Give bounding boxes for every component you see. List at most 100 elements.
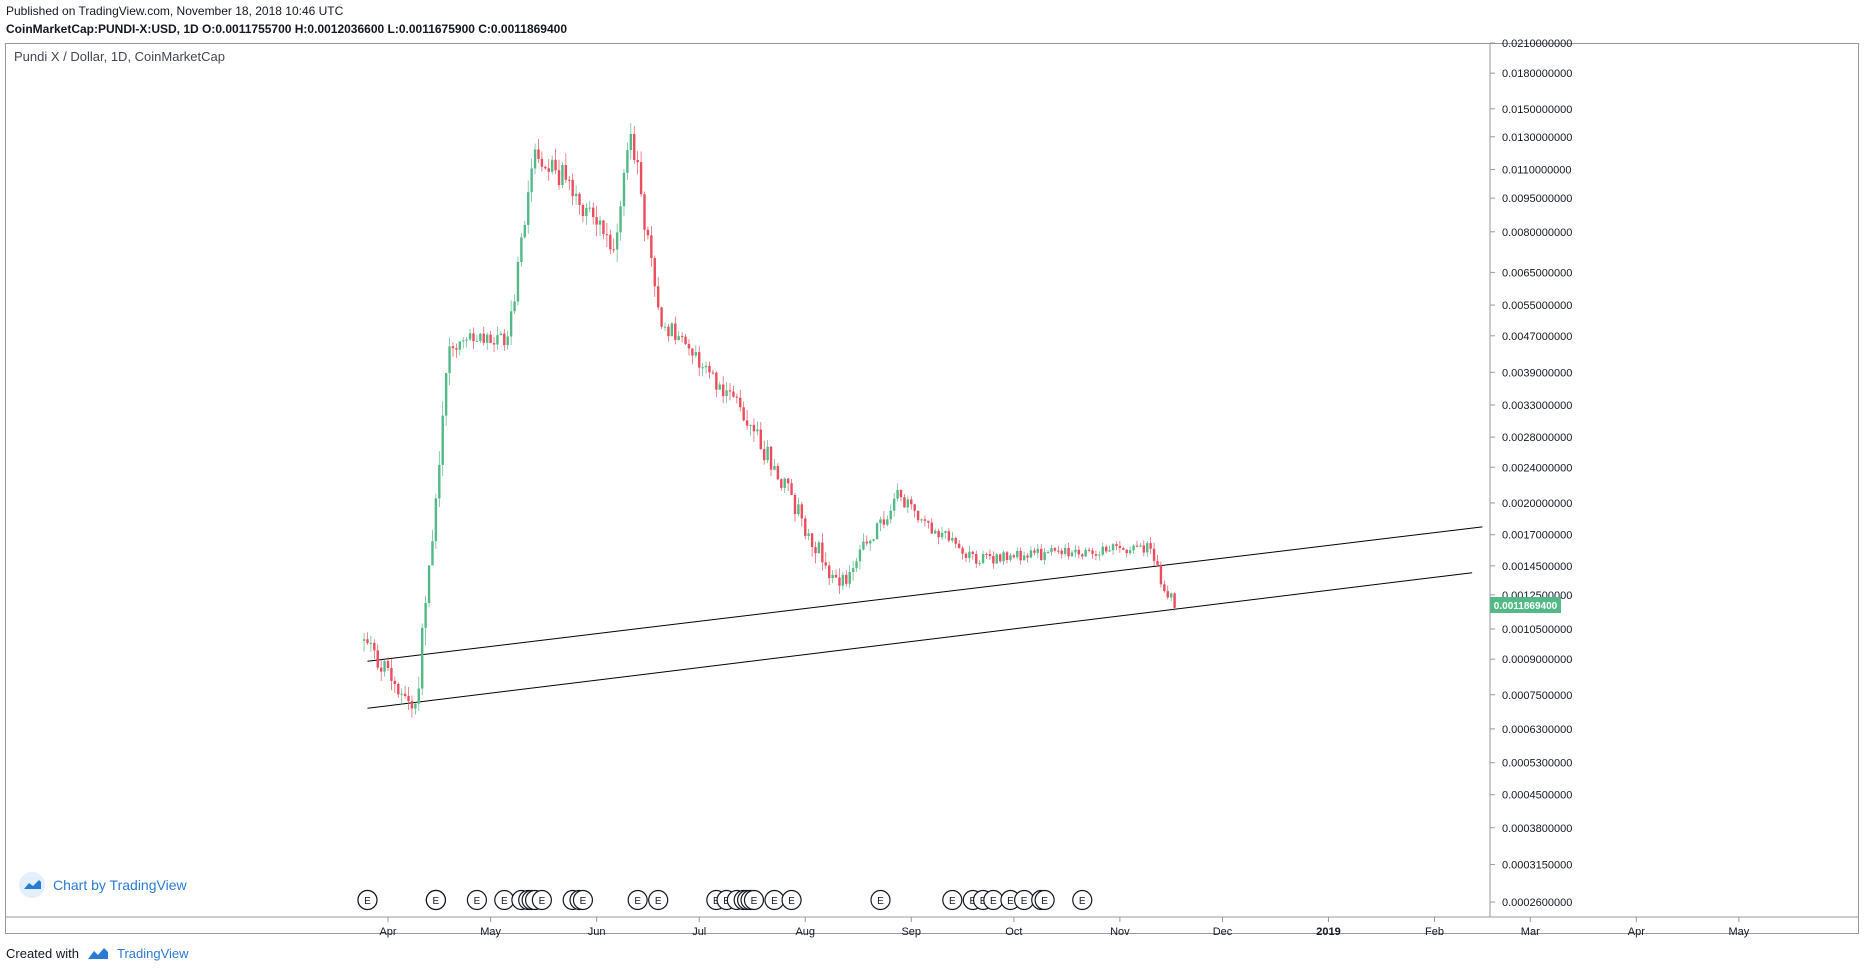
candle-body [462, 340, 465, 342]
candle-body [981, 553, 985, 564]
candle-body [701, 367, 704, 369]
candle-body [745, 420, 749, 426]
price-tick-label: 0.0014500000 [1502, 561, 1572, 573]
candle-body [1016, 550, 1019, 558]
candle-body [934, 530, 937, 534]
candle-body [410, 701, 414, 709]
candle-body [708, 365, 711, 373]
candle-body [653, 258, 656, 287]
candle-body [489, 334, 492, 344]
candle-body [643, 194, 646, 230]
candle-body [1152, 548, 1156, 562]
candle-body [646, 229, 650, 236]
candle-body [1159, 564, 1163, 585]
candle-body [910, 499, 913, 505]
candle-body [619, 206, 622, 233]
candle-body [523, 224, 526, 238]
earnings-event-marker-icon: E [983, 889, 1004, 911]
candle-body [1074, 549, 1077, 553]
candle-body [407, 695, 410, 702]
candle-body [875, 523, 879, 540]
candle-body [400, 693, 403, 695]
price-tick-label: 0.0010500000 [1502, 624, 1572, 636]
candle-body [889, 510, 892, 520]
candle-body [1156, 561, 1159, 565]
candle-body [964, 553, 968, 558]
earnings-event-marker-icon: E [466, 889, 488, 911]
candle-body [639, 162, 643, 195]
earnings-event-marker-icon: E [781, 889, 802, 911]
event-label: E [713, 896, 720, 907]
candle-body [520, 237, 523, 262]
candle-body [1084, 549, 1087, 557]
candle-body [759, 429, 762, 450]
candle-body [1128, 550, 1132, 554]
candle-body [851, 568, 855, 573]
candle-body [1098, 554, 1101, 556]
candle-body [636, 159, 639, 163]
candle-body [1005, 552, 1009, 560]
candle-body [773, 466, 776, 470]
tradingview-brand[interactable]: TradingView [116, 946, 189, 961]
candle-body [383, 661, 386, 672]
candle-body [598, 220, 602, 225]
candle-body [1115, 544, 1118, 546]
event-label: E [788, 896, 795, 907]
candle-body [752, 424, 756, 432]
candle-body [985, 553, 988, 555]
candle-body [509, 311, 513, 337]
candle-body [451, 346, 455, 349]
candle-body [824, 562, 827, 566]
candle-body [492, 343, 496, 345]
price-tick-label: 0.0003800000 [1502, 823, 1572, 835]
earnings-event-marker-icon: E [764, 889, 785, 911]
candle-body [732, 391, 735, 397]
candle-body [694, 352, 697, 356]
candle-body [995, 554, 998, 564]
candle-body [961, 548, 964, 554]
time-axis: Apr May Jun Jul Aug Sep Oct Nov Dec 2019 Feb Mar Apr… [379, 917, 1750, 938]
earnings-event-marker-icon: E [1034, 889, 1055, 911]
candle-body [609, 234, 612, 250]
candle-body [438, 464, 441, 499]
candle-body [390, 668, 393, 681]
candle-body [1077, 549, 1081, 555]
event-label: E [723, 896, 730, 907]
candle-body [735, 396, 739, 398]
candle-body [369, 642, 373, 644]
candle-body [1108, 550, 1111, 552]
candle-body [742, 407, 745, 421]
candle-body [704, 365, 708, 368]
candle-body [1033, 550, 1036, 553]
candle-body [1173, 593, 1176, 608]
candle-body [1166, 591, 1169, 598]
candle-body [362, 639, 366, 641]
candle-body [448, 346, 451, 374]
candle-body [656, 286, 660, 308]
candle-body [1087, 549, 1091, 551]
candle-body [834, 574, 838, 578]
candle-body [968, 551, 971, 558]
last-price-badge [1490, 596, 1561, 613]
trendline [367, 572, 1473, 709]
published-line: Published on TradingView.com, November 1… [6, 4, 344, 18]
candle-body [503, 333, 506, 346]
candle-body [691, 348, 694, 356]
earnings-event-marker-icon: E [425, 889, 446, 911]
price-tick-label: 0.0006300000 [1502, 724, 1572, 736]
candle-body [800, 504, 804, 519]
candle-body [855, 561, 858, 569]
candle-body [1105, 546, 1108, 552]
price-tick-label: 0.0065000000 [1502, 267, 1572, 279]
candle-body [472, 333, 475, 342]
symbol-ohlc-line: CoinMarketCap:PUNDI-X:USD, 1D O:0.001175… [6, 22, 567, 36]
candle-body [533, 149, 537, 169]
earnings-event-marker-icon: E [1014, 889, 1035, 911]
candle-body [633, 134, 636, 160]
trendline-group [367, 526, 1483, 709]
candle-body [769, 446, 773, 470]
candle-body [468, 333, 472, 340]
chart-watermark[interactable]: Chart by TradingView [19, 872, 187, 898]
candle-body [1029, 550, 1033, 558]
